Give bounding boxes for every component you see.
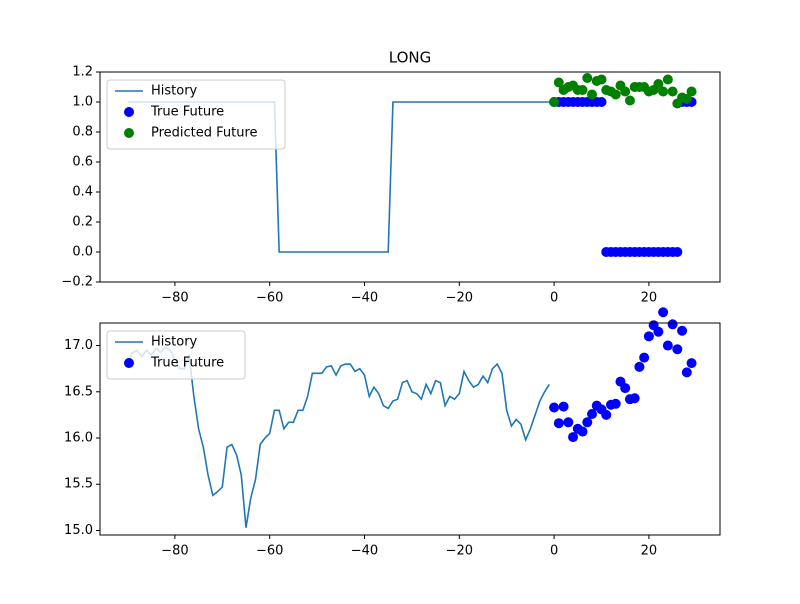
y-tick-label: 1.0 (72, 95, 93, 110)
point (681, 367, 692, 378)
x-tick-label: −80 (161, 291, 188, 306)
point (577, 426, 588, 437)
point (549, 97, 560, 107)
x-tick-label: −80 (161, 544, 188, 559)
legend-box (106, 79, 286, 150)
x-tick-label: −20 (446, 291, 473, 306)
point (553, 77, 564, 88)
point (624, 95, 635, 106)
x-tick-label: −40 (351, 544, 378, 559)
y-tick-label: 0.2 (72, 215, 93, 230)
point (620, 86, 631, 97)
point (620, 383, 631, 394)
y-tick-label: −0.2 (61, 275, 93, 290)
point (563, 417, 574, 428)
point (667, 319, 678, 330)
point (587, 408, 598, 419)
legend-swatch (124, 107, 134, 117)
y-tick-label: 1.2 (72, 65, 93, 80)
point (667, 86, 678, 97)
legend-label: True Future (150, 356, 224, 371)
point (558, 401, 569, 412)
point (582, 73, 593, 83)
subplot: −80 −60 −40 −20 0 20 15.0 15.5 16.0 16.5 17.0 Histo… (64, 307, 721, 559)
point (596, 74, 607, 85)
point (634, 361, 645, 372)
point (596, 97, 607, 107)
point (549, 402, 560, 413)
chart-title: LONG (389, 49, 431, 67)
point (681, 94, 692, 104)
y-tick-label: 0.6 (72, 155, 93, 170)
legend-label: True Future (150, 105, 224, 120)
y-tick-label: 16.5 (64, 384, 93, 399)
legend-label: History (151, 335, 198, 350)
x-tick-label: 20 (641, 291, 658, 306)
point (686, 86, 697, 97)
point (658, 86, 669, 97)
point (568, 432, 579, 443)
axes-frame (99, 322, 721, 536)
axes-frame (99, 71, 721, 283)
y-tick-label: 15.5 (64, 477, 93, 492)
point (686, 358, 697, 369)
y-tick-label: 0.8 (72, 125, 93, 140)
x-tick-label: −20 (446, 544, 473, 559)
y-tick-label: 17.0 (64, 338, 93, 353)
legend-label: Predicted Future (151, 126, 258, 141)
point (653, 326, 664, 337)
point (653, 79, 664, 89)
point (677, 325, 688, 336)
subplot: LONG −80 −60 −40 −20 0 20 −0.2 0.0 0.2 0.4 0.6 0.8 1.… (61, 49, 721, 306)
history-line (126, 346, 551, 528)
point (610, 398, 621, 409)
point (672, 247, 683, 257)
y-tick-label: 15.0 (64, 523, 93, 538)
legend-swatch (124, 128, 134, 138)
legend-label: History (151, 84, 198, 99)
point (662, 74, 673, 85)
legend-swatch (124, 358, 134, 368)
point (582, 417, 593, 428)
x-tick-label: −40 (351, 291, 378, 306)
point (658, 307, 669, 318)
point (587, 89, 598, 100)
y-tick-label: 0.4 (72, 185, 93, 200)
x-tick-label: 0 (550, 544, 558, 559)
point (629, 393, 640, 404)
point (639, 352, 650, 363)
point (610, 89, 621, 100)
y-tick-label: 16.0 (64, 431, 93, 446)
x-tick-label: 20 (641, 544, 658, 559)
point (662, 340, 673, 351)
x-tick-label: 0 (550, 291, 558, 306)
point (672, 344, 683, 355)
point (577, 85, 588, 95)
y-tick-label: 0.0 (72, 245, 93, 260)
x-tick-label: −60 (256, 544, 283, 559)
point (643, 331, 654, 342)
point (553, 418, 564, 429)
point (601, 409, 612, 420)
legend-box (106, 330, 246, 380)
x-tick-label: −60 (256, 291, 283, 306)
